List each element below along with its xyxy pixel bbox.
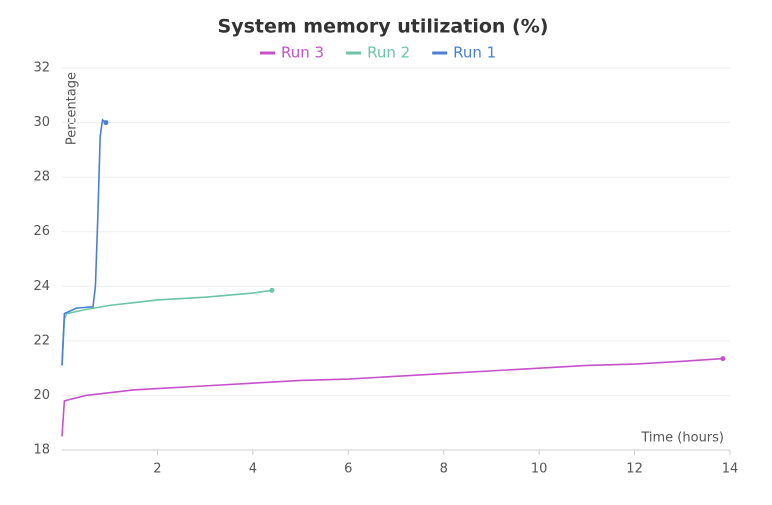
x-tick-label: 12	[626, 462, 643, 477]
x-tick-label: 10	[531, 462, 548, 477]
x-tick-label: 2	[153, 462, 161, 477]
y-tick-label: 30	[33, 115, 50, 130]
y-tick-label: 28	[33, 170, 50, 185]
x-tick-label: 6	[344, 462, 352, 477]
x-tick-label: 8	[440, 462, 448, 477]
y-tick-label: 32	[33, 61, 50, 76]
line	[61, 357, 723, 437]
y-tick-label: 20	[33, 388, 50, 403]
legend-label: Run 2	[367, 44, 410, 62]
x-axis-title: Time (hours)	[640, 431, 724, 446]
legend-label: Run 3	[281, 44, 324, 62]
x-tick-label: 14	[722, 462, 739, 477]
end-point	[269, 287, 275, 293]
y-tick-label: 22	[33, 333, 50, 348]
legend-label: Run 1	[453, 44, 496, 62]
end-point	[103, 120, 109, 126]
y-tick-label: 26	[33, 224, 50, 239]
line	[61, 289, 273, 366]
x-tick-label: 4	[249, 462, 257, 477]
line	[61, 118, 107, 366]
y-tick-label: 24	[33, 279, 50, 294]
end-point	[720, 356, 726, 362]
y-axis-title: Percentage	[65, 72, 80, 145]
chart-title: System memory utilization (%)	[218, 16, 549, 38]
y-tick-label: 18	[33, 443, 50, 458]
